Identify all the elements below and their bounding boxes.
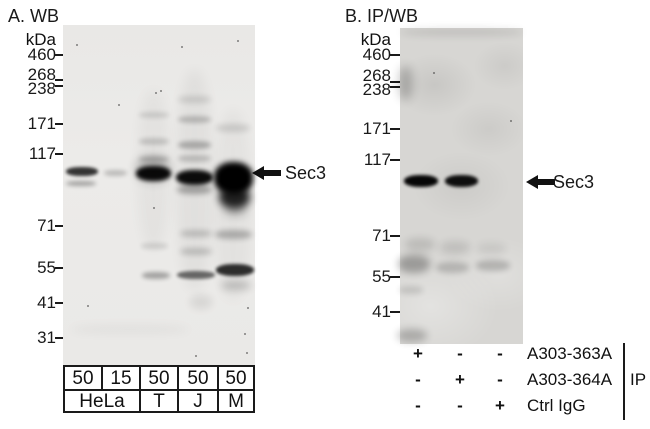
tick-b-117 xyxy=(390,159,400,161)
marker-b-55: 55 xyxy=(372,267,391,286)
tick-b-41 xyxy=(390,311,400,313)
ip-symbol: - xyxy=(457,344,463,363)
lane-cell: J xyxy=(193,391,203,412)
lane-cell: M xyxy=(228,391,244,412)
lane-cell: T xyxy=(153,391,165,412)
amount-cell: 50 xyxy=(148,368,170,389)
ip-symbol: + xyxy=(455,370,465,389)
tick-a-117 xyxy=(55,153,63,155)
blot-image-b xyxy=(400,28,523,344)
ip-symbol: + xyxy=(495,396,505,415)
tick-a-55 xyxy=(55,267,63,269)
lane-table-line xyxy=(63,389,255,391)
panel-b-title: B. IP/WB xyxy=(345,6,419,26)
tick-a-31 xyxy=(55,337,63,339)
sec3-label-b: Sec3 xyxy=(553,172,595,192)
lane-table-line xyxy=(63,411,255,413)
tick-a-238 xyxy=(55,85,63,87)
ip-symbol: - xyxy=(497,370,503,389)
sec3-arrow-a xyxy=(252,166,281,180)
tick-a-171 xyxy=(55,123,63,125)
panel-a-kda-label: kDa xyxy=(25,30,56,49)
tick-b-460 xyxy=(390,54,400,56)
marker-a-71: 71 xyxy=(37,216,56,235)
marker-b-238: 238 xyxy=(362,80,391,99)
amount-cell: 50 xyxy=(72,368,94,389)
panel-a-title: A. WB xyxy=(8,6,60,26)
marker-a-268: 268 xyxy=(27,65,56,84)
marker-a-238: 238 xyxy=(27,79,56,98)
marker-b-460: 460 xyxy=(362,45,391,64)
sec3-arrow-b xyxy=(526,175,555,189)
tick-b-268 xyxy=(390,81,400,83)
ip-symbol: - xyxy=(415,370,421,389)
lane-table-line xyxy=(139,365,141,413)
marker-a-171: 171 xyxy=(27,114,56,133)
ip-symbol: - xyxy=(415,396,421,415)
lane-table: 50 15 50 50 50 HeLa T J M xyxy=(63,365,255,413)
marker-a-460: 460 xyxy=(27,45,56,64)
marker-a-31: 31 xyxy=(37,328,56,347)
tick-a-41 xyxy=(55,302,63,304)
tick-a-268 xyxy=(55,79,63,81)
tick-b-71 xyxy=(390,235,400,237)
ip-symbol: + xyxy=(413,344,423,363)
panel-b-kda-label: kDa xyxy=(360,30,391,49)
ip-row-label: Ctrl IgG xyxy=(527,396,586,415)
marker-b-41: 41 xyxy=(372,302,391,321)
ip-group-line xyxy=(623,343,625,420)
amount-cell: 15 xyxy=(110,368,132,389)
tick-a-71 xyxy=(55,225,63,227)
marker-a-117: 117 xyxy=(28,144,56,163)
marker-a-55: 55 xyxy=(37,258,56,277)
marker-b-268: 268 xyxy=(362,66,391,85)
marker-a-41: 41 xyxy=(37,293,56,312)
tick-b-238 xyxy=(390,86,400,88)
lane-table-line xyxy=(217,365,219,413)
lane-table-line xyxy=(253,365,255,413)
ip-row-label: A303-364A xyxy=(527,370,613,389)
tick-a-460 xyxy=(55,54,63,56)
marker-b-171: 171 xyxy=(362,119,391,138)
lane-table-line xyxy=(177,365,179,413)
lane-table-line xyxy=(63,365,65,413)
sec3-label-a: Sec3 xyxy=(285,163,327,183)
ip-row-label: A303-363A xyxy=(527,344,613,363)
marker-b-71: 71 xyxy=(372,226,391,245)
lane-cell: HeLa xyxy=(79,391,125,412)
tick-b-55 xyxy=(390,276,400,278)
ip-symbol: - xyxy=(497,344,503,363)
amount-cell: 50 xyxy=(225,368,247,389)
amount-cell: 50 xyxy=(187,368,209,389)
ip-group-label: IP xyxy=(630,370,647,389)
tick-b-171 xyxy=(390,128,400,130)
lane-table-line xyxy=(63,365,255,367)
lane-table-line xyxy=(101,365,103,389)
ip-symbol: - xyxy=(457,396,463,415)
blot-image-a xyxy=(63,25,255,365)
marker-b-117: 117 xyxy=(363,150,391,169)
